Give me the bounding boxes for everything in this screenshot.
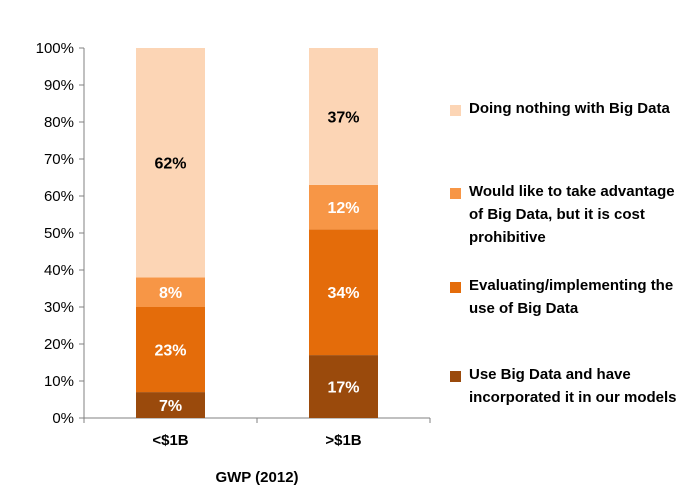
y-tick-label: 30%	[44, 299, 74, 316]
y-tick-label: 100%	[36, 40, 74, 57]
data-label: 7%	[159, 398, 182, 415]
legend-label: Evaluating/implementing the use of Big D…	[469, 277, 674, 317]
bar-segment	[136, 392, 205, 418]
data-label: 23%	[154, 343, 186, 360]
y-tick-label: 0%	[52, 410, 74, 427]
bar-segment	[309, 184, 378, 230]
chart-legend: Doing nothing with Big Data Would like to…	[450, 0, 690, 494]
x-axis-title: GWP (2012)	[215, 469, 298, 486]
y-tick-label: 70%	[44, 151, 74, 168]
legend-swatch	[450, 371, 461, 382]
legend-swatch	[450, 105, 461, 116]
legend-item: Doing nothing with Big Data	[450, 100, 684, 120]
data-label: 8%	[159, 285, 182, 302]
data-label: 62%	[154, 156, 186, 173]
data-label: 17%	[327, 380, 359, 397]
data-label: 12%	[327, 200, 359, 217]
data-label: 34%	[327, 285, 359, 302]
x-tick-label: <$1B	[152, 432, 188, 449]
legend-label: Doing nothing with Big Data	[469, 100, 670, 117]
legend-swatch	[450, 282, 461, 293]
bar-segment	[136, 307, 205, 393]
legend-item: Use Big Data and have incorporated it in…	[450, 366, 684, 409]
legend-label: Would like to take advantage of Big Data…	[469, 183, 675, 246]
bar-segment	[309, 48, 378, 185]
y-tick-label: 80%	[44, 114, 74, 131]
bar-segment	[309, 355, 378, 418]
y-tick-label: 10%	[44, 373, 74, 390]
y-tick-label: 40%	[44, 262, 74, 279]
legend-item: Would like to take advantage of Big Data…	[450, 183, 684, 249]
bar-segment	[136, 277, 205, 307]
legend-label: Use Big Data and have incorporated it in…	[469, 366, 677, 406]
legend-item: Evaluating/implementing the use of Big D…	[450, 277, 684, 320]
bar-segment	[309, 229, 378, 356]
legend-swatch	[450, 188, 461, 199]
data-label: 37%	[327, 109, 359, 126]
y-tick-label: 60%	[44, 188, 74, 205]
y-tick-label: 50%	[44, 225, 74, 242]
y-tick-label: 90%	[44, 77, 74, 94]
y-tick-label: 20%	[44, 336, 74, 353]
bar-segment	[136, 48, 205, 278]
x-tick-label: >$1B	[325, 432, 361, 449]
